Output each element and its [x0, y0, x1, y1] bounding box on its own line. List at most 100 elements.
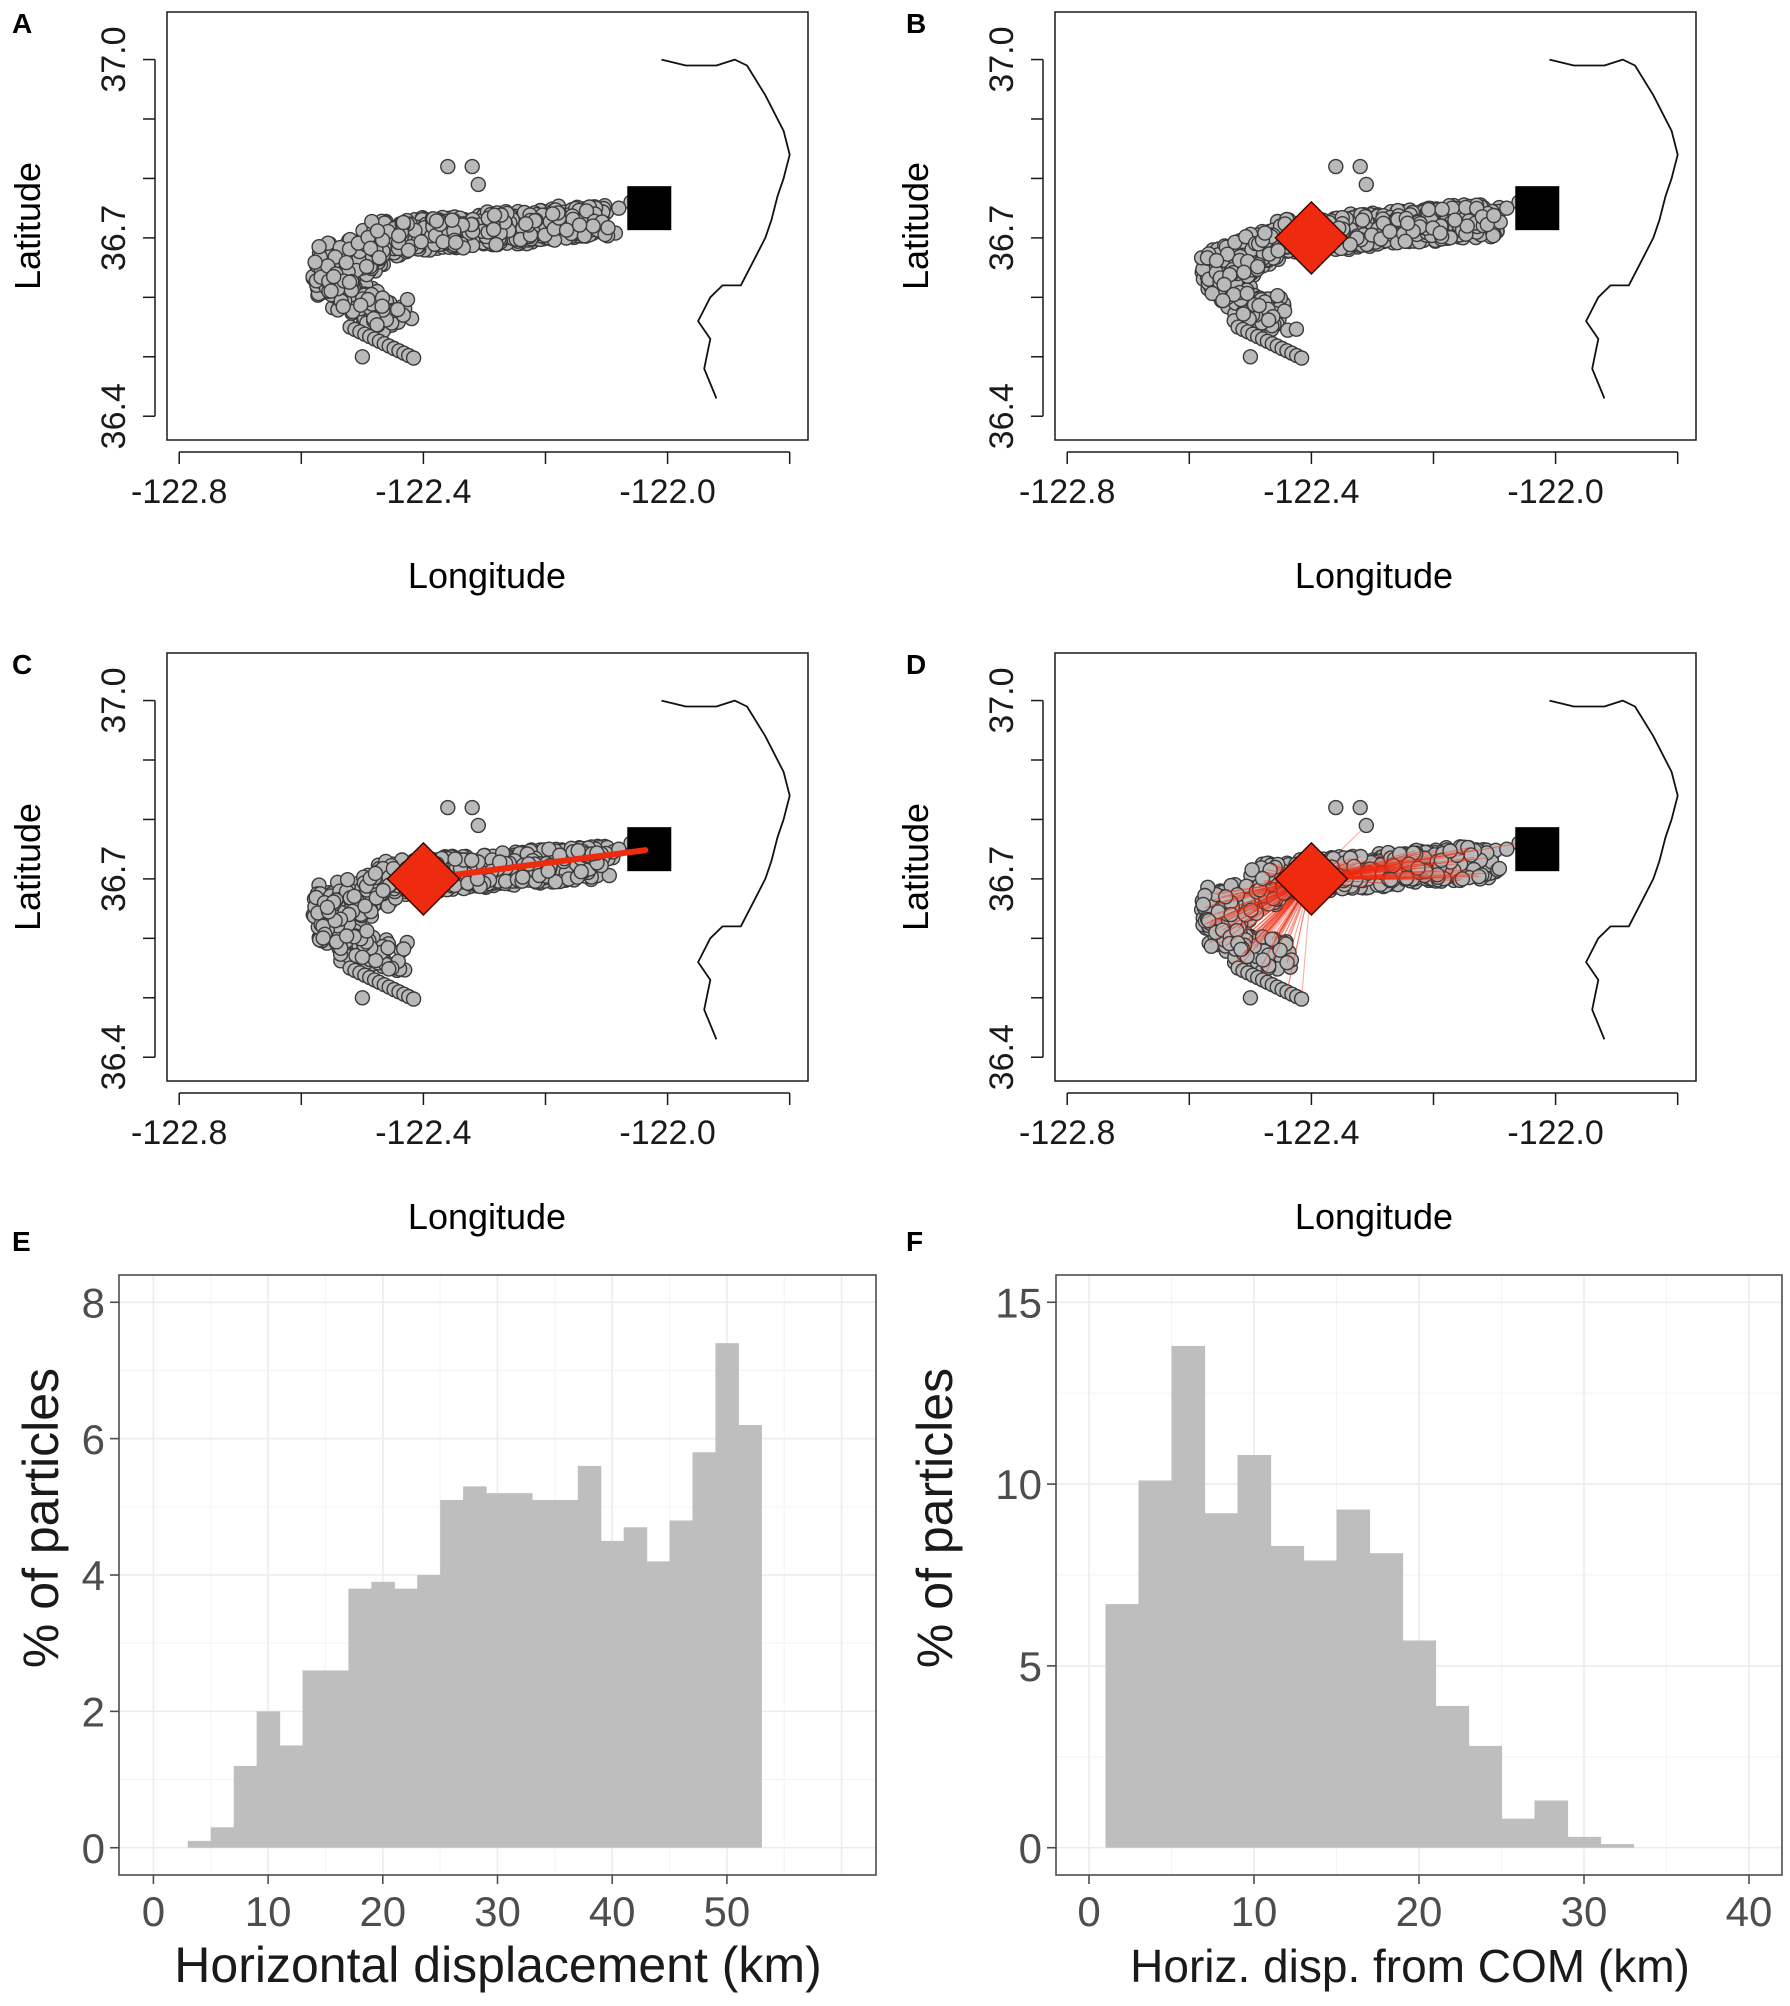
map-plot: -122.8 -122.4 -122.036.436.737.0	[95, 11, 809, 511]
particle-point	[1288, 321, 1305, 337]
y-tick-label: 36.7	[95, 205, 133, 271]
coastline	[1549, 58, 1679, 399]
particle-point	[464, 799, 480, 816]
particle-point	[1434, 201, 1450, 218]
particle-point	[358, 258, 375, 275]
release-site-marker	[627, 186, 672, 231]
particle-point	[381, 961, 397, 977]
coastline	[661, 58, 791, 399]
y-axis-label: Latitude	[7, 162, 48, 290]
particle-point	[470, 176, 486, 193]
particle-point	[1486, 207, 1502, 224]
particle-point	[319, 899, 335, 915]
x-tick-label: -122.4	[1263, 473, 1359, 511]
x-tick-label: -122.8	[1019, 473, 1115, 511]
y-tick-label: 36.4	[983, 383, 1021, 449]
particle-point	[1260, 312, 1277, 328]
x-axis-label: Longitude	[408, 1196, 566, 1237]
particle-point	[354, 990, 371, 1006]
particle-point	[1420, 201, 1437, 218]
particle-point	[353, 297, 369, 313]
particle-point	[405, 991, 422, 1007]
y-axis-label: Latitude	[895, 803, 936, 931]
particle-point	[391, 227, 407, 244]
particle-point	[1358, 817, 1375, 834]
particle-point	[444, 212, 460, 228]
particle-point	[341, 274, 358, 290]
particle-point	[1397, 233, 1414, 250]
particle-point	[315, 930, 331, 946]
particle-point	[488, 236, 504, 253]
particle-point	[1328, 158, 1344, 175]
particle-point	[1328, 799, 1344, 816]
y-axis-label: Latitude	[895, 162, 936, 290]
y-tick-label: 37.0	[95, 26, 133, 92]
y-tick-label: 36.4	[983, 1024, 1021, 1090]
y-axis-label: Latitude	[7, 803, 48, 931]
particle-point	[335, 298, 351, 315]
particle-point	[338, 928, 355, 944]
particle-point	[1432, 225, 1448, 241]
particle-point	[359, 923, 375, 939]
particle-point	[435, 234, 451, 250]
particle-point	[396, 941, 412, 957]
particle-point	[371, 250, 387, 266]
particle-point	[390, 301, 406, 318]
particle-point	[440, 799, 456, 816]
particle-point	[1242, 349, 1259, 365]
map-plot: -122.8 -122.4 -122.0 36.4 36.7 37.0	[983, 11, 1697, 511]
panel-label: A	[12, 8, 32, 39]
plot-frame	[1054, 11, 1697, 441]
y-tick-label: 36.7	[983, 205, 1021, 271]
particle-point	[1208, 252, 1225, 269]
plot-frame	[166, 11, 809, 441]
x-tick-label: -122.0	[1507, 473, 1603, 511]
particle-point	[518, 216, 534, 232]
particle-point	[428, 213, 445, 229]
particle-point	[1233, 941, 1249, 958]
particle-point	[448, 234, 464, 251]
particle-point	[515, 869, 531, 885]
particle-point	[354, 949, 371, 965]
particle-point	[354, 349, 371, 365]
particle-point	[1215, 292, 1231, 309]
particle-point	[578, 203, 595, 219]
particle-point	[470, 817, 486, 834]
y-tick-label: 37.0	[983, 26, 1021, 92]
y-tick-label: 36.4	[95, 383, 133, 449]
x-tick-label: -122.0	[619, 473, 715, 511]
particle-point	[447, 851, 463, 867]
particle-point	[323, 283, 339, 299]
particle-point	[1251, 297, 1267, 314]
x-axis-label: Longitude	[408, 555, 566, 596]
particle-point	[369, 223, 386, 239]
particle-point	[1216, 276, 1232, 293]
particle-point	[585, 218, 601, 234]
y-tick-label: 36.7	[983, 846, 1021, 912]
particle-point	[1358, 176, 1375, 193]
particle-point	[405, 350, 422, 366]
x-tick-label: -122.8	[131, 473, 227, 511]
particle-point	[400, 242, 417, 259]
x-tick-label: -122.4	[375, 1114, 471, 1152]
particle-point	[338, 254, 354, 271]
y-tick-label: 36.7	[95, 846, 133, 912]
particle-point	[464, 852, 480, 868]
panel-label: D	[906, 649, 926, 680]
particle-point	[464, 158, 480, 175]
x-tick-label: -122.8	[1019, 1114, 1115, 1152]
x-axis-label: Longitude	[1295, 1196, 1453, 1237]
particle-point	[611, 200, 627, 216]
x-tick-label: -122.8	[131, 1114, 227, 1152]
particle-point	[1354, 212, 1371, 228]
panel-a: A Longitude Latitude -122.8 -122.4 -122.03…	[7, 8, 809, 596]
particles	[305, 158, 639, 366]
particle-point	[485, 221, 502, 238]
particle-point	[339, 872, 356, 888]
particle-point	[486, 207, 503, 223]
particle-point	[346, 888, 362, 904]
particle-point	[1382, 223, 1398, 240]
particle-point	[307, 254, 323, 270]
particle-point	[413, 234, 429, 250]
particle-point	[1239, 285, 1256, 302]
